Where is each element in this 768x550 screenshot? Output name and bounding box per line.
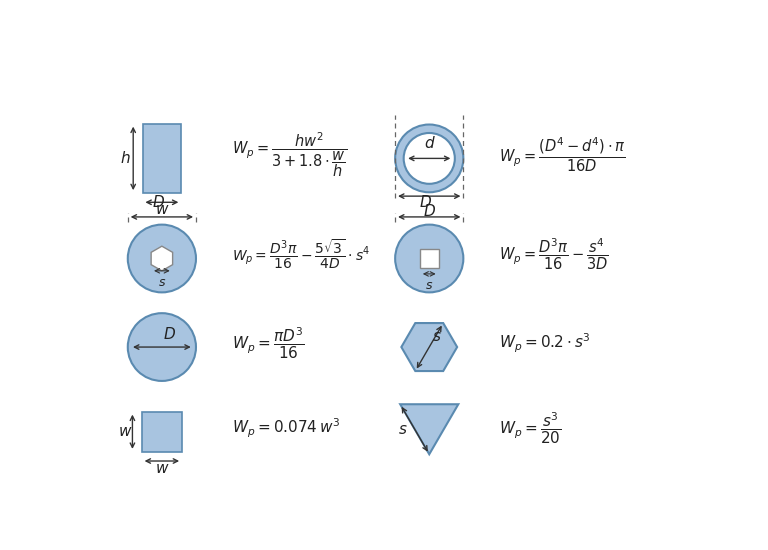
Text: d: d (425, 136, 434, 151)
Text: s: s (426, 279, 432, 292)
Circle shape (127, 224, 196, 293)
Text: $W_p = \dfrac{(D^4 - d^4) \cdot \pi}{16D}$: $W_p = \dfrac{(D^4 - d^4) \cdot \pi}{16D… (499, 135, 626, 174)
Text: w: w (118, 424, 131, 439)
Polygon shape (400, 404, 458, 454)
Text: $W_p = \dfrac{\pi D^3}{16}$: $W_p = \dfrac{\pi D^3}{16}$ (232, 326, 304, 361)
Bar (143, 124, 181, 193)
Text: D: D (419, 195, 432, 210)
Text: D: D (152, 195, 164, 210)
Polygon shape (402, 323, 457, 371)
Bar (142, 412, 182, 452)
Text: $W_p = 0.2 \cdot s^3$: $W_p = 0.2 \cdot s^3$ (499, 332, 591, 355)
Text: s: s (433, 329, 441, 344)
Text: $W_p = 0.074\,w^3$: $W_p = 0.074\,w^3$ (232, 416, 340, 439)
Text: $W_p = \dfrac{hw^2}{3 + 1.8 \cdot \dfrac{w}{h}}$: $W_p = \dfrac{hw^2}{3 + 1.8 \cdot \dfrac… (232, 130, 347, 179)
Text: D: D (423, 204, 435, 219)
Circle shape (404, 133, 455, 184)
Bar (420, 249, 439, 268)
Text: $W_p = \dfrac{D^3\pi}{16} - \dfrac{s^4}{3D}$: $W_p = \dfrac{D^3\pi}{16} - \dfrac{s^4}{… (499, 237, 608, 272)
Circle shape (127, 313, 196, 381)
Circle shape (396, 124, 463, 192)
Text: $W_p = \dfrac{D^3\pi}{16} - \dfrac{5\sqrt{3}}{4D} \cdot s^4$: $W_p = \dfrac{D^3\pi}{16} - \dfrac{5\sqr… (232, 238, 370, 271)
Text: D: D (164, 327, 176, 342)
Text: w: w (156, 461, 168, 476)
Text: $W_p = \dfrac{s^3}{20}$: $W_p = \dfrac{s^3}{20}$ (499, 410, 561, 446)
Text: s: s (399, 422, 407, 437)
Polygon shape (151, 246, 173, 271)
Text: s: s (159, 276, 165, 289)
Circle shape (396, 224, 463, 293)
Text: w: w (156, 202, 168, 217)
Text: h: h (121, 151, 131, 166)
